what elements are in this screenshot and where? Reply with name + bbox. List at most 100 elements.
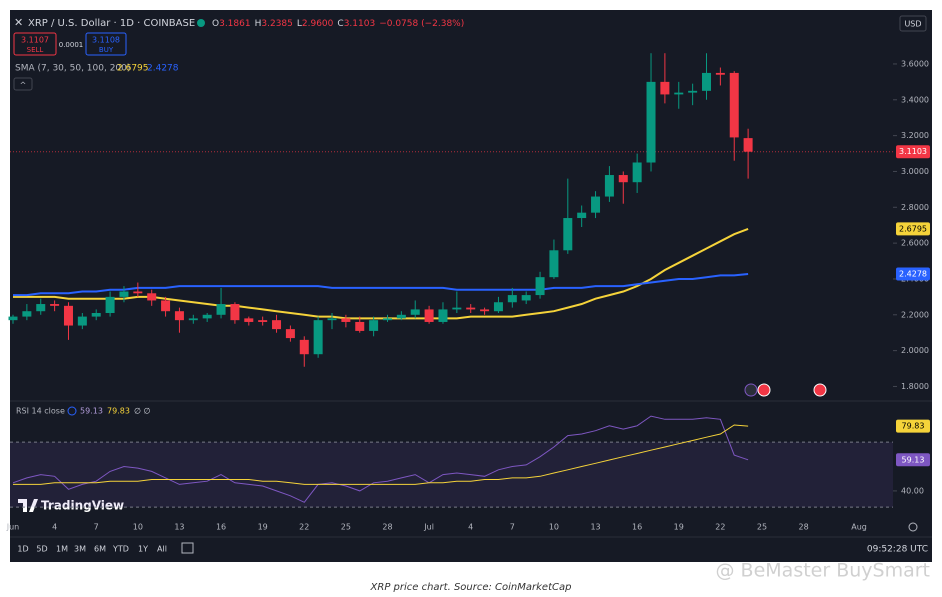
candle-body — [563, 218, 573, 251]
currency-select[interactable] — [899, 15, 927, 32]
x-tick-label: 28 — [382, 523, 392, 532]
range-button[interactable]: YTD — [112, 545, 129, 554]
buy-price: 3.1108 — [92, 36, 120, 45]
rsi-value: 59.13 — [80, 407, 103, 416]
y-tick-label: 3.6000 — [901, 59, 929, 68]
candle-body — [355, 321, 365, 331]
candle-body — [230, 304, 240, 321]
x-tick-label: 28 — [798, 523, 808, 532]
caption: XRP price chart. Source: CoinMarketCap — [370, 582, 572, 593]
y-tick-label: 1.8000 — [901, 382, 929, 391]
x-tick-label: 22 — [299, 523, 309, 532]
candle-body — [77, 316, 87, 326]
event-icon[interactable] — [757, 383, 771, 397]
x-tick-label: 25 — [341, 523, 351, 532]
candle-body — [660, 81, 670, 95]
series-line — [13, 424, 749, 485]
x-tick-label: Aug — [851, 523, 867, 532]
last-value-tag — [896, 453, 930, 467]
x-tick-label: 10 — [549, 523, 559, 532]
x-tick-label: Jul — [423, 523, 434, 532]
ohlc-key: C — [337, 19, 343, 29]
x-tick-label: 22 — [715, 523, 725, 532]
range-button[interactable]: 1M — [56, 545, 68, 554]
candle-body — [702, 72, 711, 91]
x-tick-label: 7 — [510, 523, 515, 532]
series-line — [13, 227, 749, 320]
watermark: @ BeMaster BuySmart — [716, 560, 930, 582]
x-tick-label: 13 — [174, 523, 184, 532]
last-value-label: 3.1103 — [899, 147, 927, 156]
y-tick-label: 3.0000 — [901, 167, 929, 176]
range-button[interactable]: All — [157, 545, 167, 554]
settings-icon[interactable] — [67, 406, 77, 416]
candle-body — [382, 318, 392, 321]
candle-body — [618, 175, 628, 183]
collapse-button[interactable] — [13, 77, 33, 91]
buy-label: BUY — [99, 46, 114, 54]
candle-body — [452, 307, 462, 310]
calendar-icon[interactable] — [181, 542, 194, 554]
settings-icon[interactable] — [908, 522, 918, 532]
candle-body — [216, 304, 226, 315]
y-tick-label: 2.0000 — [901, 346, 929, 355]
candle-body — [188, 318, 198, 321]
currency: USD — [904, 20, 921, 29]
candle-body — [507, 295, 517, 303]
buy-button[interactable] — [85, 32, 127, 56]
series-line — [12, 415, 749, 503]
candle-body — [272, 320, 282, 330]
y-tick-label: 2.6000 — [901, 239, 929, 248]
candle-body — [50, 304, 60, 306]
candle-body — [133, 291, 143, 294]
x-tick-label: 13 — [590, 523, 600, 532]
sell-price: 3.1107 — [21, 36, 49, 45]
range-button[interactable]: 1Y — [138, 545, 148, 554]
ohlc-change: −0.0758 (−2.38%) — [379, 19, 464, 29]
chart-panel — [10, 10, 932, 562]
candle-body — [202, 314, 212, 319]
candle-body — [577, 212, 587, 219]
x-tick-label: 16 — [216, 523, 226, 532]
event-icon[interactable] — [744, 383, 758, 397]
close-icon[interactable]: ✕ — [14, 16, 23, 29]
candle-body — [285, 329, 295, 339]
x-tick-label: 19 — [258, 523, 268, 532]
candle-body — [63, 305, 73, 326]
last-value-label: 2.6795 — [899, 224, 927, 233]
rsi-legend: RSI 14 close — [16, 407, 65, 416]
last-value-label: 2.4278 — [899, 269, 927, 278]
candle-body — [480, 309, 490, 312]
clock: 09:52:28 UTC — [867, 545, 928, 555]
range-button[interactable]: 3M — [74, 545, 86, 554]
range-bar: 1D 5D 1M 3M 6M YTD 1Y All — [17, 545, 167, 554]
x-tick-label: Jun — [6, 523, 20, 532]
candle-body — [147, 293, 157, 301]
status-dot — [197, 19, 205, 27]
candle-body — [369, 320, 379, 331]
candle-body — [258, 320, 268, 322]
range-button[interactable]: 6M — [94, 545, 106, 554]
candle-body — [313, 320, 323, 355]
candle-body — [424, 309, 434, 322]
candle-body — [410, 309, 420, 315]
x-tick-label: 19 — [674, 523, 684, 532]
range-button[interactable]: 5D — [36, 545, 47, 554]
sell-button[interactable] — [13, 32, 57, 56]
logo-text: TradingView — [41, 499, 124, 513]
ohlc-value: 3.1861 — [219, 19, 251, 29]
candle-body — [743, 138, 753, 152]
event-icon[interactable] — [813, 383, 827, 397]
candle-body — [91, 313, 101, 317]
candle-body — [105, 296, 115, 313]
candle-body — [174, 311, 184, 321]
candle-body — [466, 307, 476, 310]
spread: 0.0001 — [59, 41, 84, 49]
last-value-tag — [896, 222, 930, 236]
range-button[interactable]: 1D — [17, 545, 28, 554]
candle-body — [604, 175, 614, 197]
candle-body — [535, 277, 545, 296]
x-tick-label: 4 — [52, 523, 57, 532]
x-tick-label: 16 — [632, 523, 642, 532]
candle-body — [715, 72, 725, 75]
